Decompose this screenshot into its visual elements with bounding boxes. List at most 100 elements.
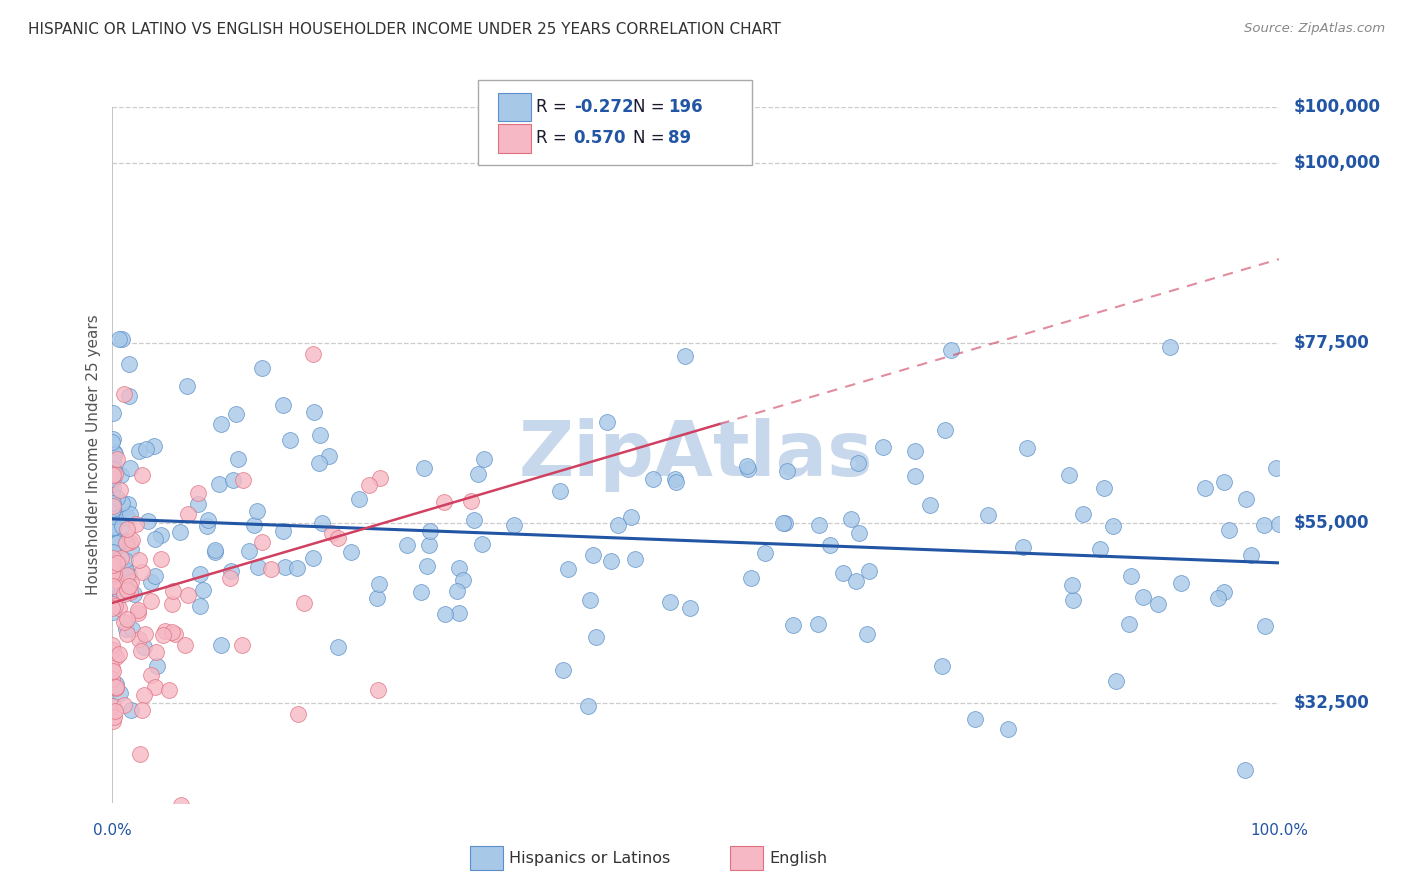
Point [503,518,526,533]
Point [108,587,131,601]
Point [114,553,136,567]
Point [187,497,209,511]
Point [260,562,283,576]
Point [679,601,702,615]
Point [367,682,389,697]
Point [673,349,696,363]
Point [118,460,141,475]
Point [665,475,688,490]
Point [311,516,333,531]
Point [139,575,162,590]
Point [101,481,124,495]
Point [103,567,125,582]
Point [101,600,124,615]
Point [101,643,124,657]
Point [150,552,173,566]
Point [252,361,274,376]
Point [446,583,468,598]
Point [115,582,138,597]
Point [105,681,128,695]
Point [434,607,457,622]
Point [934,423,956,437]
Point [104,599,127,613]
Point [101,673,124,687]
Point [831,566,853,580]
Point [136,514,159,528]
Point [101,467,124,482]
Point [143,532,166,546]
Point [128,443,150,458]
Point [128,602,150,616]
Point [104,681,127,695]
Point [997,723,1019,737]
Point [218,571,240,585]
Point [576,699,599,714]
Point [247,560,270,574]
Text: $100,000: $100,000 [1294,154,1381,172]
Point [103,462,125,476]
Point [103,444,125,458]
Text: -0.272: -0.272 [574,98,633,116]
Point [101,521,124,535]
Point [120,703,142,717]
Point [326,640,349,655]
Point [463,513,485,527]
Point [845,574,868,588]
Point [340,545,363,559]
Point [467,467,489,481]
Point [103,533,125,548]
Point [101,487,124,501]
Point [328,531,350,545]
Point [120,574,142,589]
Point [101,579,124,593]
Point [1213,584,1236,599]
Point [169,524,191,539]
Point [103,710,125,724]
Point [246,504,269,518]
Point [115,622,138,636]
Point [104,573,127,587]
Point [121,622,143,636]
Point [231,639,253,653]
Point [243,518,266,533]
Point [104,467,127,481]
Point [1194,481,1216,495]
Point [142,439,165,453]
Point [117,568,139,582]
Point [101,698,124,713]
Point [118,389,141,403]
Point [103,545,125,559]
Point [664,473,686,487]
Point [782,618,804,632]
Point [118,585,141,599]
Point [101,605,124,619]
Point [1118,616,1140,631]
Point [132,640,155,654]
Text: R =: R = [536,129,576,147]
Text: 0.0%: 0.0% [93,822,132,838]
Point [128,747,150,761]
Point [858,564,880,578]
Point [101,558,124,573]
Text: $77,500: $77,500 [1294,334,1369,352]
Text: ZipAtlas: ZipAtlas [519,418,873,491]
Point [107,553,129,567]
Point [1062,593,1084,607]
Point [143,681,166,695]
Point [101,508,124,523]
Point [129,644,152,658]
Point [107,508,129,522]
Point [965,712,987,726]
Text: Source: ZipAtlas.com: Source: ZipAtlas.com [1244,22,1385,36]
Point [1268,517,1291,532]
Point [607,518,630,533]
Point [620,509,643,524]
Point [163,627,186,641]
Point [101,496,124,510]
Text: 100.0%: 100.0% [1250,822,1309,838]
Point [110,468,132,483]
Point [1159,340,1181,354]
Point [103,519,125,533]
Point [472,452,495,467]
Point [1015,441,1038,455]
